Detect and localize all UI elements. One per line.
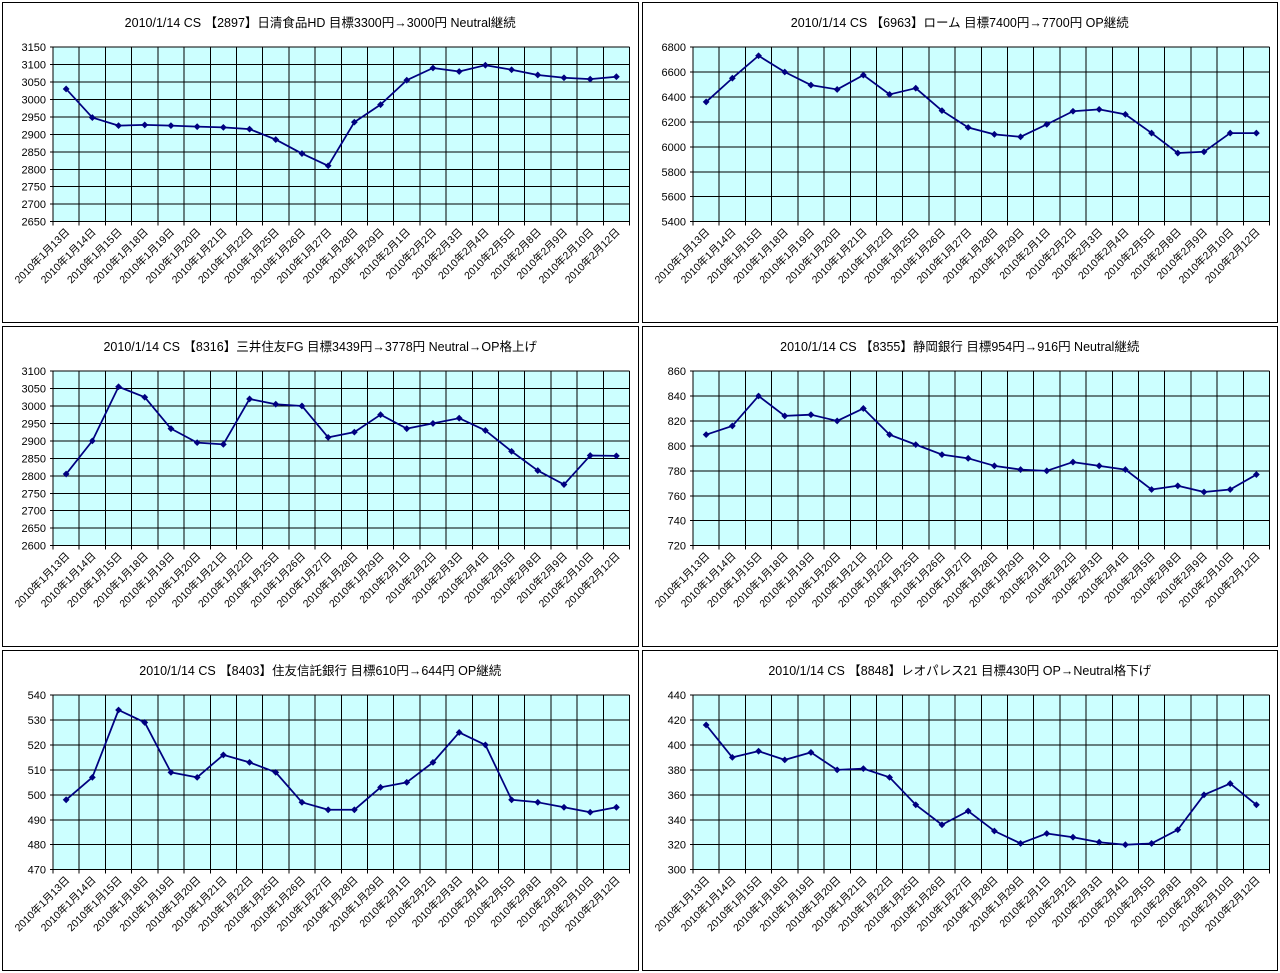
svg-text:5400: 5400 <box>661 217 685 229</box>
chart-panel-8848-leopalace21: 2010/1/14 CS 【8848】レオパレス21 目標430円 OP→Neu… <box>641 650 1278 971</box>
svg-text:3150: 3150 <box>22 42 46 54</box>
svg-text:440: 440 <box>667 690 685 702</box>
line-chart-6963: 540056005800600062006400660068002010年1月1… <box>651 42 1270 286</box>
svg-text:2850: 2850 <box>22 453 46 465</box>
chart-title: 2010/1/14 CS 【2897】日清食品HD 目標3300円→3000円 … <box>124 16 516 30</box>
svg-text:500: 500 <box>28 790 46 802</box>
chart-title: 2010/1/14 CS 【8355】静岡銀行 目標954円→916円 Neut… <box>780 340 1140 354</box>
chart-panel-2897-nissin-foods: 2010/1/14 CS 【2897】日清食品HD 目標3300円→3000円 … <box>2 2 639 323</box>
svg-text:740: 740 <box>667 516 685 528</box>
line-chart-8848: 3003203403603804004204402010年1月13日2010年1… <box>651 690 1270 934</box>
svg-text:3000: 3000 <box>22 94 46 106</box>
svg-text:3050: 3050 <box>22 383 46 395</box>
line-chart-8403: 4704804905005105205305402010年1月13日2010年1… <box>12 690 630 934</box>
svg-text:6000: 6000 <box>661 142 685 154</box>
chart-title: 2010/1/14 CS 【6963】ローム 目標7400円→7700円 OP継… <box>790 16 1129 30</box>
chart-title: 2010/1/14 CS 【8316】三井住友FG 目標3439円→3778円 … <box>103 340 537 354</box>
svg-text:360: 360 <box>667 790 685 802</box>
svg-text:400: 400 <box>667 740 685 752</box>
svg-text:2850: 2850 <box>22 147 46 159</box>
svg-text:2900: 2900 <box>22 436 46 448</box>
svg-text:300: 300 <box>667 865 685 877</box>
line-chart-8355: 7207407607808008208408602010年1月13日2010年1… <box>651 366 1270 610</box>
svg-text:2800: 2800 <box>22 164 46 176</box>
svg-text:490: 490 <box>28 815 46 827</box>
svg-text:2750: 2750 <box>22 488 46 500</box>
svg-text:2950: 2950 <box>22 418 46 430</box>
svg-text:6200: 6200 <box>661 117 685 129</box>
svg-text:2650: 2650 <box>22 217 46 229</box>
svg-text:470: 470 <box>28 865 46 877</box>
svg-text:2800: 2800 <box>22 471 46 483</box>
svg-text:380: 380 <box>667 765 685 777</box>
line-chart-2897: 2650 2700 2750 2800 2850 2900 2950 3000 3050 3100… <box>12 42 630 286</box>
svg-text:2700: 2700 <box>22 506 46 518</box>
svg-text:2900: 2900 <box>22 129 46 141</box>
chart-title: 2010/1/14 CS 【8403】住友信託銀行 目標610円→644円 OP… <box>139 664 502 678</box>
svg-text:420: 420 <box>667 715 685 727</box>
svg-text:2950: 2950 <box>22 112 46 124</box>
svg-text:480: 480 <box>28 840 46 852</box>
svg-text:320: 320 <box>667 840 685 852</box>
svg-text:6400: 6400 <box>661 92 685 104</box>
svg-text:6600: 6600 <box>661 67 685 79</box>
svg-text:2600: 2600 <box>22 541 46 553</box>
svg-text:510: 510 <box>28 765 46 777</box>
svg-text:860: 860 <box>667 366 685 378</box>
svg-text:3100: 3100 <box>22 366 46 378</box>
svg-text:780: 780 <box>667 466 685 478</box>
chart-panel-8355-shizuoka-bank: 2010/1/14 CS 【8355】静岡銀行 目標954円→916円 Neut… <box>641 326 1278 647</box>
svg-text:520: 520 <box>28 740 46 752</box>
chart-title: 2010/1/14 CS 【8848】レオパレス21 目標430円 OP→Neu… <box>768 664 1152 678</box>
line-chart-8316: 2600 2650 2700 2750 2800 2850 2900 2950 3000 3050… <box>12 366 630 610</box>
svg-text:2700: 2700 <box>22 199 46 211</box>
svg-text:760: 760 <box>667 491 685 503</box>
svg-text:840: 840 <box>667 391 685 403</box>
svg-text:800: 800 <box>667 441 685 453</box>
svg-text:3050: 3050 <box>22 77 46 89</box>
svg-text:5800: 5800 <box>661 167 685 179</box>
svg-text:2750: 2750 <box>22 182 46 194</box>
svg-text:5600: 5600 <box>661 192 685 204</box>
chart-panel-8403-sumitomo-trust: 2010/1/14 CS 【8403】住友信託銀行 目標610円→644円 OP… <box>2 650 639 971</box>
svg-text:3000: 3000 <box>22 401 46 413</box>
svg-text:530: 530 <box>28 715 46 727</box>
chart-panel-8316-smfg: 2010/1/14 CS 【8316】三井住友FG 目標3439円→3778円 … <box>2 326 639 647</box>
svg-text:540: 540 <box>28 690 46 702</box>
svg-text:820: 820 <box>667 416 685 428</box>
svg-text:340: 340 <box>667 815 685 827</box>
svg-text:6800: 6800 <box>661 42 685 54</box>
chart-panel-6963-rohm: 2010/1/14 CS 【6963】ローム 目標7400円→7700円 OP継… <box>641 2 1278 323</box>
svg-text:720: 720 <box>667 541 685 553</box>
svg-text:2650: 2650 <box>22 523 46 535</box>
svg-text:3100: 3100 <box>22 59 46 71</box>
